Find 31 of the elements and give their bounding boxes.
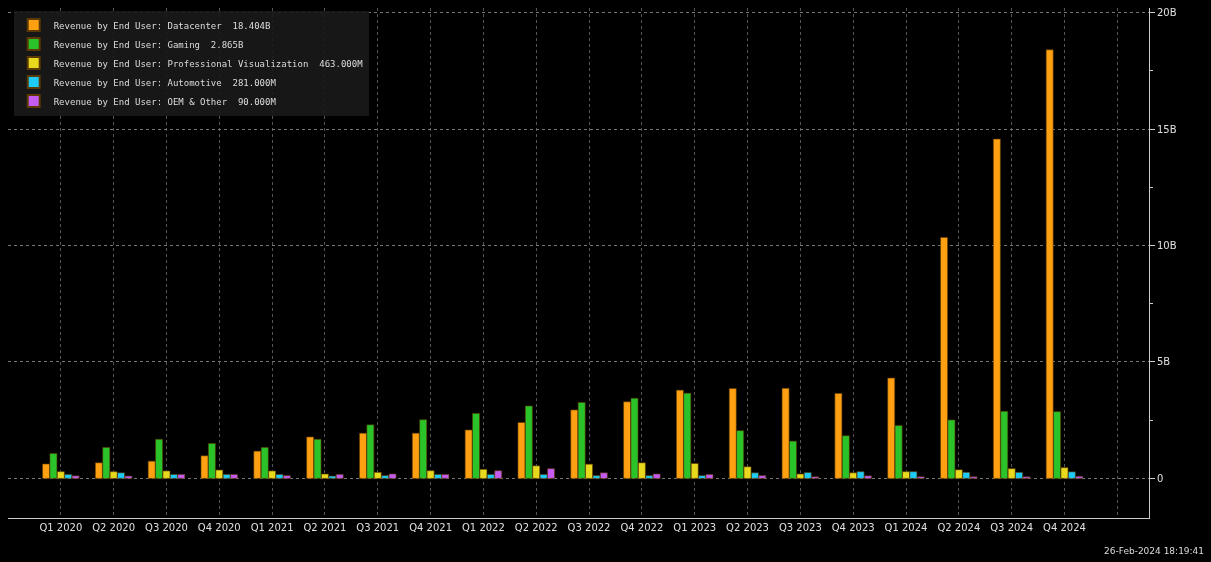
legend-label: Revenue by End User: Datacenter 18.404B	[53, 20, 271, 31]
x-tick-label: Q3 2023	[778, 522, 822, 533]
x-tick-label: Q2 2020	[92, 522, 136, 533]
x-tick-label: Q3 2022	[567, 522, 611, 533]
x-tick-label: Q3 2020	[145, 522, 188, 533]
x-tick-label: Q1 2023	[673, 522, 717, 533]
y-tick-label: 5B	[1157, 356, 1171, 368]
legend-label: Revenue by End User: OEM & Other 90.000M	[53, 96, 277, 107]
y-tick-label: 10B	[1157, 240, 1177, 252]
x-tick-label: Q2 2021	[303, 522, 347, 533]
x-tick-label: Q1 2020	[39, 522, 83, 533]
x-tick-label: Q4 2020	[197, 522, 241, 533]
x-tick-label: Q2 2023	[726, 522, 769, 533]
legend-label: Revenue by End User: Professional Visualization 463.000M	[53, 58, 364, 69]
x-tick-label: Q4 2022	[620, 522, 664, 533]
y-tick-label: 20B	[1157, 7, 1177, 19]
legend-label: Revenue by End User: Gaming 2.865B	[53, 39, 244, 50]
x-tick-label: Q2 2022	[514, 522, 558, 533]
x-tick-label: Q4 2023	[831, 522, 875, 533]
x-tick-label: Q1 2022	[461, 522, 505, 533]
x-tick-label: Q4 2021	[409, 522, 453, 533]
x-tick-label: Q2 2024	[937, 522, 981, 533]
x-tick-label: Q4 2024	[1043, 522, 1086, 533]
x-tick-label: Q1 2024	[884, 522, 928, 533]
x-tick-label: Q3 2021	[356, 522, 400, 533]
y-tick-label: 15B	[1157, 123, 1177, 135]
legend-label: Revenue by End User: Automotive 281.000M	[53, 77, 277, 88]
x-tick-label: Q1 2021	[250, 522, 294, 533]
text: 26-Feb-2024 18:19:41	[1104, 546, 1205, 556]
y-tick-label: 0	[1157, 472, 1164, 484]
x-tick-label: Q3 2024	[990, 522, 1034, 533]
